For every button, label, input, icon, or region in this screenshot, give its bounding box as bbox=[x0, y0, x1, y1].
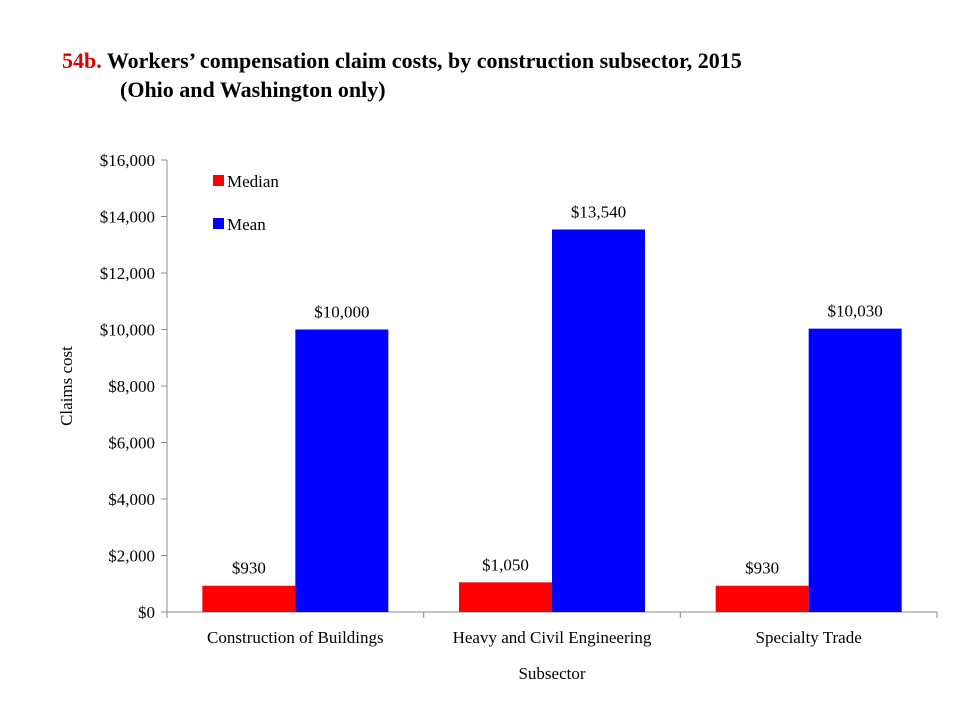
data-label: $13,540 bbox=[571, 202, 626, 221]
chart-title-line1: Workers’ compensation claim costs, by co… bbox=[106, 48, 742, 73]
data-label: $10,000 bbox=[314, 303, 369, 322]
y-tick-label: $2,000 bbox=[108, 547, 155, 566]
y-tick-label: $6,000 bbox=[108, 434, 155, 453]
bar-median bbox=[715, 585, 809, 612]
legend-label-mean: Mean bbox=[227, 215, 266, 234]
y-tick-label: $10,000 bbox=[100, 321, 155, 340]
x-axis-title: Subsector bbox=[518, 664, 585, 683]
chart-number: 54b. bbox=[62, 48, 102, 73]
bar-mean bbox=[808, 328, 902, 612]
bar-median bbox=[459, 582, 552, 612]
x-tick-label: Construction of Buildings bbox=[207, 628, 384, 647]
data-label: $930 bbox=[232, 559, 266, 578]
y-tick-label: $4,000 bbox=[108, 490, 155, 509]
bar-median bbox=[202, 585, 296, 612]
chart-title-line2: (Ohio and Washington only) bbox=[120, 77, 386, 102]
y-tick-label: $0 bbox=[138, 603, 155, 622]
legend-swatch-median bbox=[213, 175, 224, 186]
data-label: $10,030 bbox=[828, 302, 883, 321]
legend-label-median: Median bbox=[227, 172, 279, 191]
legend-swatch-mean bbox=[213, 218, 224, 229]
x-tick-label: Specialty Trade bbox=[756, 628, 862, 647]
y-tick-label: $14,000 bbox=[100, 208, 155, 227]
bar-mean bbox=[295, 329, 389, 612]
y-axis-title: Claims cost bbox=[57, 346, 76, 426]
y-tick-label: $16,000 bbox=[100, 151, 155, 170]
y-tick-label: $12,000 bbox=[100, 264, 155, 283]
data-label: $930 bbox=[745, 559, 779, 578]
y-tick-label: $8,000 bbox=[108, 377, 155, 396]
data-label: $1,050 bbox=[482, 555, 529, 574]
bar-mean bbox=[552, 229, 645, 612]
chart-title: 54b. Workers’ compensation claim costs, … bbox=[62, 46, 942, 104]
x-tick-label: Heavy and Civil Engineering bbox=[453, 628, 652, 647]
